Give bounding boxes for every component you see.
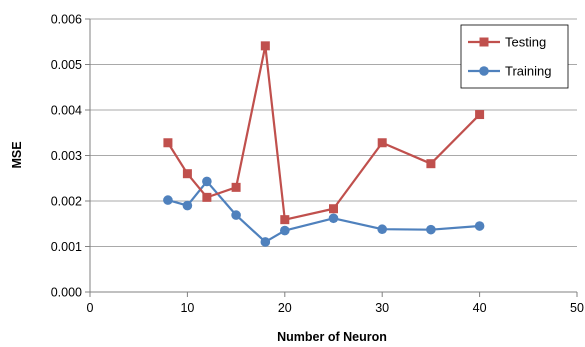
testing-point — [260, 41, 270, 51]
series-group — [163, 41, 485, 247]
testing-point — [377, 138, 387, 148]
legend-label-testing: Testing — [505, 35, 546, 50]
axes — [85, 18, 578, 297]
legend-box — [460, 24, 569, 89]
training-point — [231, 210, 241, 220]
y-tick-label: 0.005 — [51, 58, 82, 72]
training-point — [280, 225, 290, 236]
y-tick-label: 0.006 — [51, 13, 82, 27]
series-testing — [163, 41, 485, 225]
training-line — [167, 180, 480, 244]
x-tick-label: 50 — [570, 301, 584, 315]
x-tick-label: 40 — [473, 301, 487, 315]
legend-item-training: Training — [468, 64, 551, 79]
testing-point — [231, 182, 241, 192]
testing-point — [329, 204, 338, 214]
legend-swatch-marker — [479, 37, 489, 47]
x-tick-labels: 0 10 20 30 40 50 — [87, 301, 584, 315]
x-tick-label: 30 — [375, 301, 389, 315]
training-point — [260, 237, 271, 247]
y-tick-labels: 0.000 0.001 0.002 0.003 0.004 0.005 0.006 — [51, 13, 82, 300]
legend-swatch-marker — [479, 66, 489, 76]
y-axis-title: MSE — [10, 141, 24, 168]
y-tick-label: 0.001 — [51, 240, 82, 254]
x-tick-label: 20 — [278, 301, 292, 315]
x-tick-label: 10 — [180, 301, 194, 315]
legend-label-training: Training — [505, 64, 551, 79]
training-point — [377, 224, 388, 235]
training-point — [182, 200, 193, 211]
y-tick-label: 0.003 — [51, 149, 82, 163]
testing-point — [163, 138, 173, 148]
series-training — [163, 176, 485, 247]
testing-point — [475, 110, 485, 120]
training-point — [426, 224, 436, 235]
y-tick-label: 0.002 — [51, 195, 82, 209]
training-point — [202, 176, 212, 187]
testing-point — [426, 159, 436, 169]
training-point — [328, 213, 339, 224]
training-point — [474, 221, 485, 231]
testing-point — [280, 215, 290, 225]
testing-point — [202, 192, 212, 202]
y-tick-label: 0.004 — [51, 104, 82, 118]
testing-point — [182, 169, 192, 179]
legend-item-testing: Testing — [468, 35, 546, 50]
x-axis-title: Number of Neuron — [277, 330, 387, 344]
x-tick-label: 0 — [87, 301, 94, 315]
training-point — [163, 195, 173, 205]
testing-line — [166, 44, 481, 221]
y-tick-label: 0.000 — [51, 286, 82, 300]
legend: Testing Training — [460, 24, 569, 89]
